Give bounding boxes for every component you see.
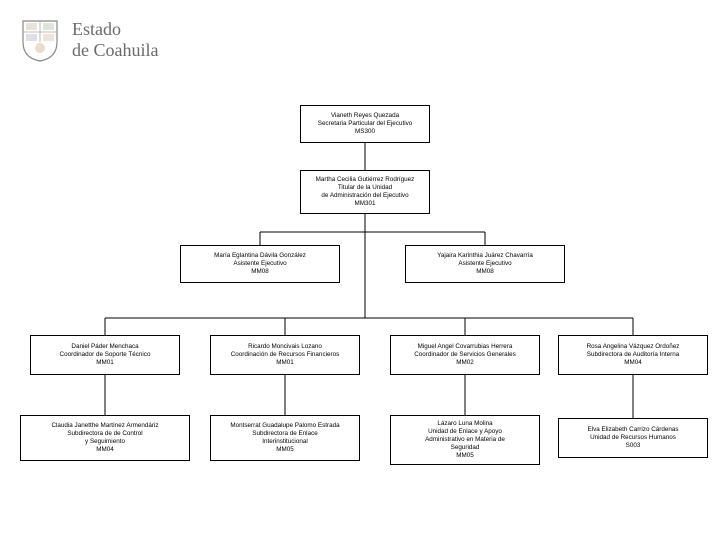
org-node-line: Secretaria Particular del Ejecutivo xyxy=(318,120,413,128)
org-node-line: Unidad de Recursos Humanos xyxy=(590,434,676,442)
org-node: Ricardo Moncivais LozanoCoordinación de … xyxy=(210,335,360,375)
org-node-line: de Administración del Ejecutivo xyxy=(321,192,408,200)
org-node: Claudia Janetthe Martínez ArmendárizSubd… xyxy=(20,415,190,461)
org-node-line: Rosa Angelina Vázquez Ordoñez xyxy=(587,343,680,351)
org-node-line: MM04 xyxy=(624,359,642,367)
org-node-line: Ricardo Moncivais Lozano xyxy=(248,343,322,351)
org-node-line: y Seguimiento xyxy=(85,438,125,446)
org-node-line: Claudia Janetthe Martínez Armendáriz xyxy=(51,422,158,430)
org-node-line: Seguridad xyxy=(451,444,480,452)
org-node-line: Montserrat Guadalupe Palomo Estrada xyxy=(230,422,339,430)
org-node: Daniel Páder MenchacaCoordinador de Sopo… xyxy=(30,335,180,375)
org-node-line: Miguel Angel Covarrubias Herrera xyxy=(418,343,513,351)
org-node-line: MM08 xyxy=(251,268,269,276)
org-node-line: Subdirectora de Auditoría Interna xyxy=(587,351,679,359)
org-node: Vianeth Reyes QuezadaSecretaria Particul… xyxy=(300,105,430,143)
org-node-line: Asistente Ejecutivo xyxy=(233,260,286,268)
org-node-line: Asistente Ejecutivo xyxy=(458,260,511,268)
org-node-line: MM01 xyxy=(276,359,294,367)
org-node-line: Lázaro Luna Molina xyxy=(437,420,492,428)
org-node-line: Elva Elizabeth Carrizo Cárdenas xyxy=(588,426,679,434)
org-node: Elva Elizabeth Carrizo CárdenasUnidad de… xyxy=(558,418,708,458)
org-node-line: Martha Cecilia Gutiérrez Rodríguez xyxy=(316,176,415,184)
org-node-line: S003 xyxy=(626,442,641,450)
org-node-line: MM301 xyxy=(355,200,376,208)
org-node: Martha Cecilia Gutiérrez RodríguezTitula… xyxy=(300,170,430,214)
org-node: Montserrat Guadalupe Palomo EstradaSubdi… xyxy=(210,415,360,461)
org-node-line: Coordinación de Recursos Financieros xyxy=(231,351,340,359)
org-node-line: Daniel Páder Menchaca xyxy=(71,343,138,351)
org-node: Rosa Angelina Vázquez OrdoñezSubdirector… xyxy=(558,335,708,375)
org-node-line: MM05 xyxy=(456,452,474,460)
org-node: Yajaira Karinthia Juárez ChavarríaAsiste… xyxy=(405,245,565,283)
org-node-line: Administrativo en Materia de xyxy=(425,436,505,444)
org-node-line: Titular de la Unidad xyxy=(338,184,392,192)
org-node-line: MM02 xyxy=(456,359,474,367)
org-node-line: Yajaira Karinthia Juárez Chavarría xyxy=(437,252,533,260)
org-node-line: MM01 xyxy=(96,359,114,367)
org-node-line: María Eglantina Dávila González xyxy=(214,252,306,260)
org-node-line: Coordinador de Servicios Generales xyxy=(414,351,516,359)
org-node-line: MM05 xyxy=(276,446,294,454)
org-node-line: Unidad de Enlace y Apoyo xyxy=(428,428,502,436)
org-node: María Eglantina Dávila GonzálezAsistente… xyxy=(180,245,340,283)
org-node: Miguel Angel Covarrubias HerreraCoordina… xyxy=(390,335,540,375)
org-node-line: Subdirectora de Enlace xyxy=(252,430,317,438)
org-node-line: MS300 xyxy=(355,128,375,136)
org-node: Lázaro Luna MolinaUnidad de Enlace y Apo… xyxy=(390,415,540,465)
org-node-line: MM08 xyxy=(476,268,494,276)
org-node-line: Interinstitucional xyxy=(262,438,308,446)
org-node-line: MM04 xyxy=(96,446,114,454)
org-node-line: Vianeth Reyes Quezada xyxy=(331,112,399,120)
org-node-line: Subdirectora de de Control xyxy=(67,430,142,438)
org-node-line: Coordinador de Soporte Técnico xyxy=(60,351,151,359)
